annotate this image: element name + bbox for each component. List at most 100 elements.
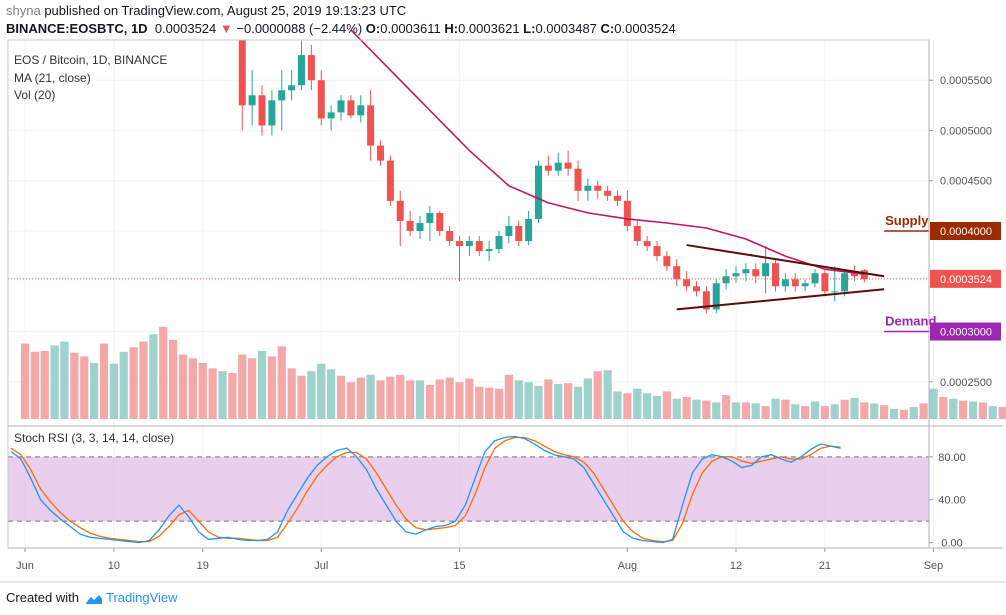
- candle-body: [584, 185, 592, 191]
- level-badge-demand: [930, 322, 1001, 341]
- volume-bar: [791, 404, 800, 419]
- volume-bar: [968, 401, 978, 419]
- volume-bar: [949, 398, 958, 419]
- candle-body: [505, 225, 513, 237]
- close-label: C:: [600, 21, 615, 36]
- volume-bar: [919, 403, 928, 419]
- ma-21-line: [350, 29, 865, 275]
- footer: Created with TradingView: [6, 590, 178, 605]
- candle-body: [317, 80, 325, 119]
- supply-demand-levels[interactable]: 0.0003524 Supply 0.0004000 Demand 0.0003000: [8, 213, 1001, 341]
- candle-body: [791, 279, 799, 287]
- low-value: 0.0003487: [535, 21, 597, 36]
- volume-bar: [198, 362, 207, 419]
- volume-bar: [228, 373, 237, 419]
- level-label-supply: 0.0004000: [940, 226, 992, 238]
- volume-bar: [346, 382, 355, 419]
- volume-bar: [573, 386, 583, 419]
- volume-bar: [652, 396, 662, 419]
- volume-bar: [682, 396, 691, 419]
- candle-body: [653, 246, 661, 257]
- low-label: L:: [523, 21, 536, 36]
- candle-body: [367, 105, 375, 146]
- volume-bar: [840, 399, 849, 419]
- volume-bar: [860, 402, 869, 419]
- level-label-demand: 0.0003000: [940, 327, 992, 339]
- candle-body: [525, 218, 533, 242]
- volume-bar: [702, 400, 711, 419]
- volume-bar: [356, 377, 365, 419]
- candle-body: [564, 162, 572, 169]
- volume-bar: [445, 377, 454, 419]
- candle-body: [604, 190, 612, 196]
- volume-bar: [554, 384, 563, 419]
- volume-bar: [909, 407, 918, 419]
- volume-bar: [277, 346, 286, 419]
- time-tick-label: 19: [197, 560, 209, 572]
- author-name[interactable]: shyna: [6, 3, 41, 18]
- volume-bar: [939, 396, 948, 419]
- high-label: H:: [444, 21, 459, 36]
- volume-bar: [50, 345, 59, 419]
- volume-bar: [267, 356, 276, 419]
- volume-bar: [297, 375, 306, 419]
- volume-bar: [366, 374, 375, 419]
- volume-bar: [870, 403, 879, 419]
- volume-bar: [741, 402, 750, 419]
- price-axis: 0.0005500 0.0005000 0.0004500 0.0002500: [929, 75, 992, 389]
- volume-bar: [159, 327, 168, 419]
- candle-body: [426, 212, 434, 223]
- tradingview-brand[interactable]: TradingView: [106, 590, 178, 605]
- candle-body: [722, 276, 730, 284]
- volume-bar: [998, 407, 1006, 419]
- candle-body: [762, 263, 770, 277]
- volume-bar: [208, 368, 217, 419]
- volume-bar: [504, 374, 513, 419]
- volume-bar: [978, 402, 987, 419]
- open-label: O:: [365, 21, 381, 36]
- volume-bar: [544, 379, 553, 419]
- published-text: published on TradingView.com, August 25,…: [44, 3, 407, 18]
- candle-body: [594, 185, 602, 191]
- ma-legend[interactable]: MA (21, close): [14, 71, 91, 85]
- volume-bar: [494, 388, 504, 419]
- candle-body: [614, 195, 621, 201]
- candle-body: [465, 241, 473, 247]
- candle-body: [752, 269, 760, 277]
- volume-bar: [692, 399, 701, 419]
- ma-line: [350, 29, 865, 275]
- triangle-trendlines[interactable]: [676, 244, 885, 311]
- high-value: 0.0003621: [458, 21, 520, 36]
- candle-body: [298, 55, 305, 86]
- volume-legend[interactable]: Vol (20): [14, 88, 56, 102]
- candle-body: [673, 266, 681, 280]
- candle-body: [278, 90, 286, 101]
- candle-body: [693, 286, 700, 292]
- overbought-oversold-band: [8, 456, 929, 522]
- close-value: 0.0003524: [614, 21, 676, 36]
- volume-bar: [257, 350, 267, 419]
- candle-body: [772, 263, 779, 287]
- candle-body: [347, 100, 355, 116]
- candle-body: [831, 291, 839, 293]
- volume-bar: [712, 402, 721, 419]
- volume-bar: [722, 395, 731, 419]
- volume-bar: [959, 400, 968, 419]
- candle-body: [475, 241, 483, 252]
- candle-body: [238, 40, 246, 106]
- volume-bar: [336, 375, 346, 419]
- volume-bar: [662, 391, 671, 419]
- volume-bar: [40, 350, 49, 419]
- last-price: 0.0003524: [154, 21, 217, 36]
- candle-body: [811, 273, 819, 284]
- volume-bar: [465, 378, 474, 419]
- level-badge-supply: [930, 222, 1001, 240]
- volume-bar: [307, 371, 316, 419]
- volume-bar: [129, 347, 138, 419]
- stoch-legend[interactable]: Stoch RSI (3, 3, 14, 14, close): [14, 431, 175, 445]
- candle-body: [446, 231, 454, 242]
- time-tick-label: Aug: [618, 560, 638, 572]
- volume-bar: [564, 383, 573, 419]
- chart-title[interactable]: EOS / Bitcoin, 1D, BINANCE: [14, 53, 168, 67]
